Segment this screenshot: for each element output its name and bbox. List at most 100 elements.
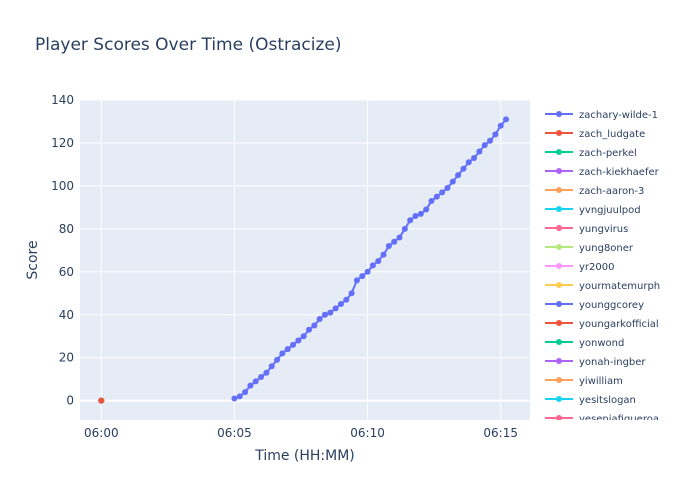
legend[interactable]: zachary-wilde-1 zach_ludgate zach-perkel za…: [545, 110, 660, 425]
y-tick-label: 100: [51, 179, 74, 193]
legend-item: zach-kiekhaefer: [545, 167, 660, 178]
legend-swatch-marker: [556, 377, 562, 383]
data-point: [231, 395, 238, 402]
data-point: [444, 185, 451, 192]
legend-swatch-marker: [556, 187, 562, 193]
legend-label: youngarkofficial: [579, 319, 659, 330]
series-zach_ludgate: [98, 397, 105, 404]
legend-item: yonwond: [545, 338, 624, 349]
data-point: [476, 148, 483, 155]
series-zachary-wilde-1: [231, 116, 510, 402]
data-point: [412, 212, 419, 219]
y-axis-ticks: 0 20 40 60 80 100 120 140: [51, 93, 74, 408]
legend-item: zachary-wilde-1: [545, 110, 658, 121]
legend-swatch-marker: [556, 149, 562, 155]
data-point: [258, 374, 265, 381]
legend-label: yr2000: [579, 262, 614, 273]
legend-label: younggcorey: [579, 300, 644, 311]
data-point: [396, 234, 403, 241]
data-point: [353, 277, 360, 284]
legend-swatch-marker: [556, 130, 562, 136]
legend-swatch-marker: [556, 111, 562, 117]
data-point: [321, 311, 328, 318]
y-tick-label: 60: [59, 265, 74, 279]
data-point: [364, 268, 371, 275]
data-point: [290, 341, 297, 348]
legend-item: zach_ludgate: [545, 129, 645, 140]
data-point: [407, 217, 414, 224]
legend-label: zach-kiekhaefer: [579, 167, 660, 178]
y-tick-label: 140: [51, 93, 74, 107]
data-point: [236, 393, 243, 400]
legend-label: zach-aaron-3: [579, 186, 644, 197]
x-tick-label: 06:00: [84, 426, 119, 440]
legend-swatch-marker: [556, 225, 562, 231]
data-point: [263, 369, 270, 376]
legend-swatch-marker: [556, 415, 562, 420]
y-tick-label: 20: [59, 351, 74, 365]
legend-item: yvngjuulpod: [545, 205, 641, 216]
data-point: [98, 397, 105, 404]
data-point: [401, 225, 408, 232]
legend-item: yiwilliam: [545, 376, 623, 387]
data-point: [274, 356, 281, 363]
data-point: [492, 131, 499, 138]
legend-swatch-marker: [556, 301, 562, 307]
legend-swatch-marker: [556, 358, 562, 364]
y-tick-label: 120: [51, 136, 74, 150]
chart-title: Player Scores Over Time (Ostracize): [35, 35, 342, 55]
legend-swatch-marker: [556, 339, 562, 345]
legend-swatch-marker: [556, 263, 562, 269]
data-point: [497, 122, 504, 129]
legend-item: yonah-ingber: [545, 357, 646, 368]
data-point: [327, 309, 334, 316]
data-point: [391, 238, 398, 245]
legend-item: yr2000: [545, 262, 614, 273]
legend-label: yesitslogan: [579, 395, 636, 406]
data-point: [279, 350, 286, 357]
legend-label: yonah-ingber: [579, 357, 646, 368]
data-point: [417, 210, 424, 217]
legend-swatch-marker: [556, 244, 562, 250]
data-point: [455, 172, 462, 179]
plot-area: [80, 100, 530, 420]
data-point: [242, 389, 249, 396]
legend-label: yeseniafigueroa: [579, 414, 659, 425]
data-point: [332, 305, 339, 312]
data-point: [343, 296, 350, 303]
legend-swatch-marker: [556, 320, 562, 326]
y-tick-label: 40: [59, 308, 74, 322]
legend-item: younggcorey: [545, 300, 644, 311]
data-point: [369, 262, 376, 269]
series-line: [234, 118, 507, 400]
legend-item: zach-perkel: [545, 148, 637, 159]
legend-label: yiwilliam: [579, 376, 623, 387]
data-point: [380, 251, 387, 258]
data-point: [268, 363, 275, 370]
data-point: [359, 273, 366, 280]
data-point: [503, 116, 510, 123]
legend-item: yourmatemurph: [545, 281, 660, 292]
data-point: [252, 378, 259, 385]
legend-swatch-marker: [556, 396, 562, 402]
legend-item: zach-aaron-3: [545, 186, 644, 197]
x-tick-label: 06:05: [217, 426, 252, 440]
y-tick-label: 0: [66, 394, 74, 408]
legend-item: yung8oner: [545, 243, 634, 254]
data-point: [316, 316, 323, 323]
data-point: [337, 301, 344, 308]
data-point: [449, 178, 456, 185]
legend-label: zach-perkel: [579, 148, 637, 159]
data-point: [311, 322, 318, 329]
legend-label: yourmatemurph: [579, 281, 660, 292]
legend-swatch-marker: [556, 168, 562, 174]
data-point: [423, 206, 430, 213]
legend-item: yesitslogan: [545, 395, 636, 406]
legend-swatch-marker: [556, 282, 562, 288]
x-tick-label: 06:15: [483, 426, 518, 440]
data-point: [487, 137, 494, 144]
data-point: [247, 382, 254, 389]
data-point: [385, 243, 392, 250]
